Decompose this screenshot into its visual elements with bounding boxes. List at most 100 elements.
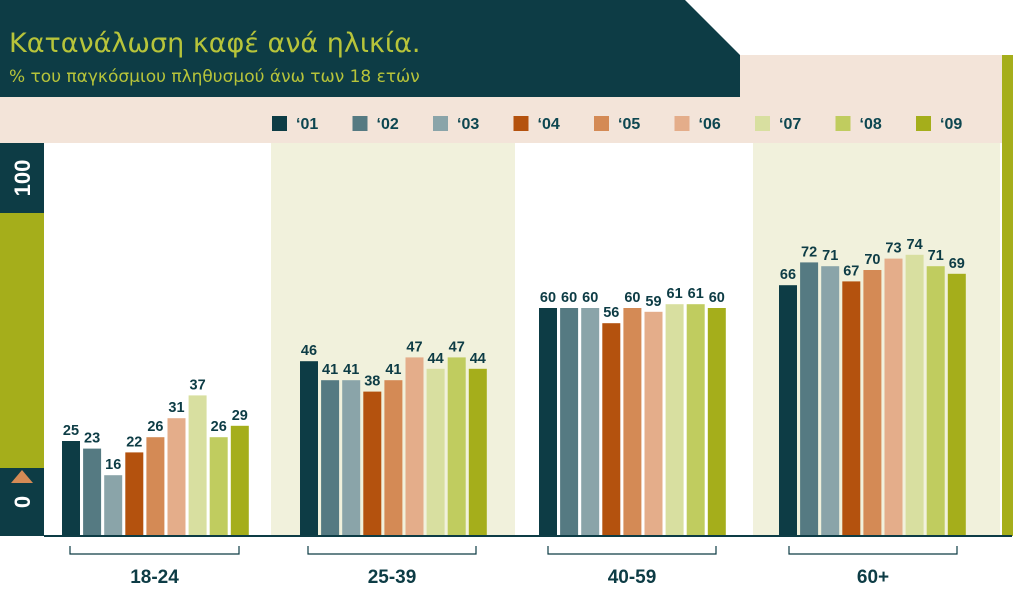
legend-label: ‘05 [618,116,640,133]
legend-swatch [594,116,609,131]
bar-value-label: 72 [801,244,817,260]
bar-value-label: 41 [343,362,359,378]
legend-swatch [433,116,448,131]
bar-value-label: 71 [822,248,838,264]
bar-value-label: 60 [561,290,577,306]
bars: 25 23 16 22 26 31 37 26 29 46 41 41 38 41 47 44 47 44 60 60… [62,237,966,537]
legend-label: ‘06 [699,116,721,133]
bar-value-label: 61 [667,286,683,302]
legend-label: ‘09 [940,116,962,133]
bar [342,380,361,536]
bar-value-label: 60 [540,290,556,306]
bar [125,452,144,536]
bar-value-label: 41 [385,362,401,378]
category-bracket [307,546,477,555]
bar-value-label: 26 [147,419,163,435]
bar [83,448,102,536]
bar-value-label: 73 [885,241,901,257]
bar-value-label: 44 [428,351,444,367]
category-bracket [547,546,717,555]
bar [665,304,684,536]
y-axis-middle-fill [0,213,44,468]
bar-value-label: 44 [470,351,486,367]
bar [686,304,705,536]
legend-swatch [916,116,931,131]
bar [539,308,557,536]
legend-label: ‘03 [457,116,479,133]
bar [300,361,318,536]
category-label: 60+ [857,567,889,588]
legend-label: ‘02 [377,116,399,133]
y-axis-top-block [0,143,44,213]
bar-value-label: 60 [582,290,598,306]
category-label: 18-24 [130,567,179,588]
bar-value-label: 38 [364,374,380,390]
legend-swatch [674,116,690,131]
bar-value-label: 70 [864,252,880,268]
bar [405,357,424,536]
bar-value-label: 66 [780,267,796,283]
bar-value-label: 29 [232,408,248,424]
bar [146,437,165,536]
chart-subtitle: % του παγκόσμιου πληθυσμού άνω των 18 ετ… [9,67,420,87]
bar [363,391,382,536]
legend-swatch [513,116,529,131]
bar [623,308,642,536]
bar [426,368,445,536]
bar [863,270,882,536]
legend-label: ‘07 [779,116,801,133]
bar [384,380,403,536]
bar [209,437,228,536]
bar [167,418,186,536]
bar [842,281,861,536]
legend-label: ‘08 [860,116,882,133]
bar-value-label: 61 [688,286,704,302]
bar [560,308,579,536]
bar-value-label: 69 [949,256,965,272]
category-label: 40-59 [608,567,657,588]
y-axis-min-label: 0 [10,496,35,508]
bar [62,441,80,536]
bar-value-label: 16 [105,457,121,473]
bar [581,308,600,536]
bar-value-label: 71 [928,248,944,264]
bar-value-label: 41 [322,362,338,378]
bar [321,380,340,536]
bar-value-label: 31 [168,400,184,416]
bar-value-label: 60 [709,290,725,306]
bar-value-label: 46 [301,343,317,359]
legend-swatch [272,116,287,131]
legend-label: ‘01 [296,116,318,133]
legend: ‘01 ‘02 ‘03 ‘04 ‘05 ‘06 ‘07 ‘08 ‘09 [272,116,962,133]
bar-value-label: 47 [406,339,422,355]
title-banner [0,0,740,97]
y-axis-max-label: 100 [10,160,35,197]
bar [926,266,945,536]
bar-value-label: 59 [645,294,661,310]
category-bracket [69,546,240,555]
bar-value-label: 60 [624,290,640,306]
bar-value-label: 37 [190,377,206,393]
legend-swatch [755,116,770,131]
y-axis-gauge: 100 0 [0,143,44,536]
bar [800,262,819,536]
bar [468,368,487,536]
bar [104,475,123,536]
bar-value-label: 47 [449,339,465,355]
bar-value-label: 74 [907,237,923,253]
bar [779,285,797,536]
bar [188,395,207,536]
bar [947,273,966,536]
right-accent-bar [1002,55,1013,536]
bar [230,425,249,536]
bar-value-label: 26 [211,419,227,435]
bar-value-label: 23 [84,431,100,447]
bar-value-label: 67 [843,263,859,279]
bar [602,323,621,536]
bar [884,258,903,536]
category-bracket [788,546,958,555]
up-arrow-icon [11,470,33,483]
bar [821,266,840,536]
bar [707,308,726,536]
